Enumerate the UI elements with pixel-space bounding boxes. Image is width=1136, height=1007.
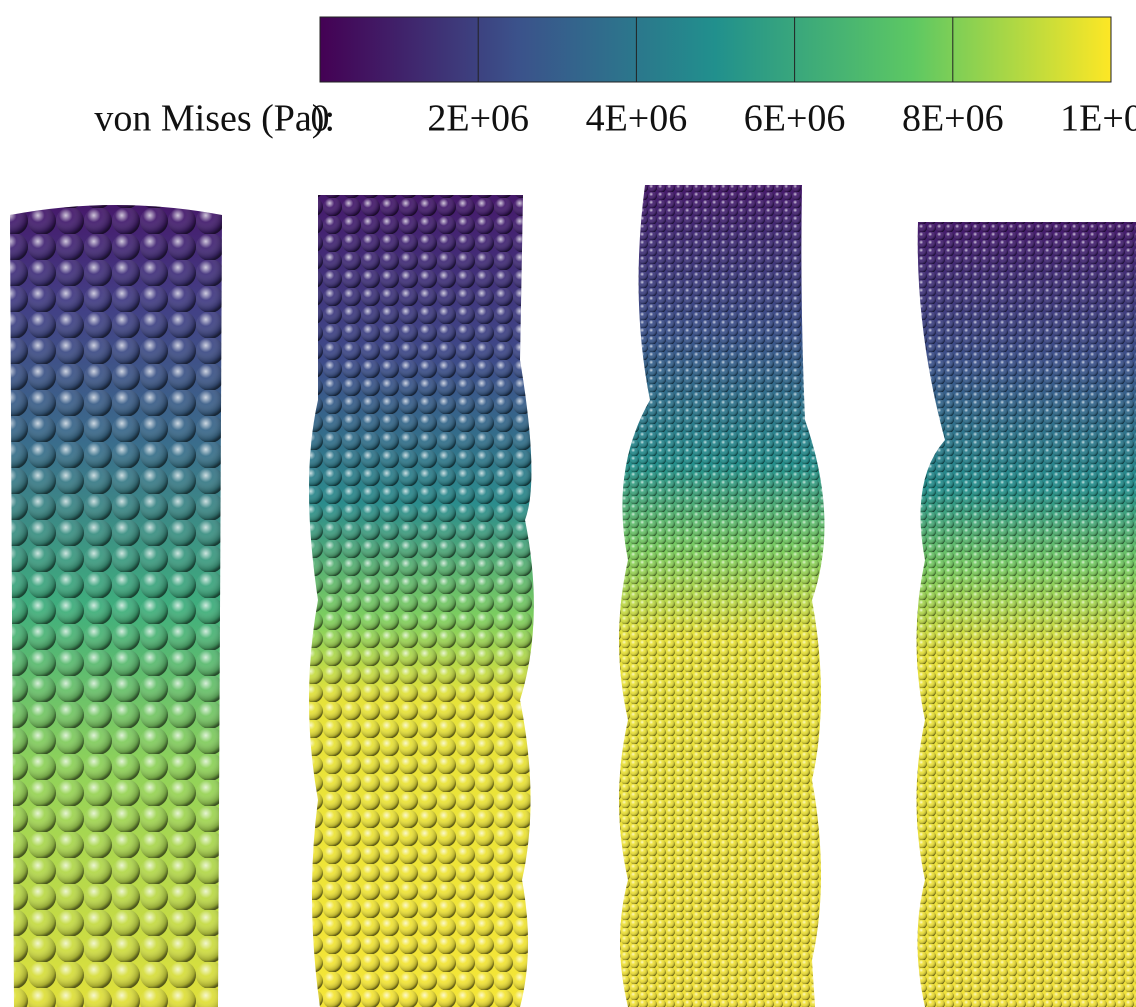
rod-3 (619, 185, 825, 1007)
rod-2 (309, 195, 534, 1007)
colorbar-tick-label: 1E+07 (1060, 98, 1136, 140)
colorbar-tick-label: 6E+06 (744, 98, 846, 140)
colorbar-tick-label: 0 (311, 98, 330, 140)
colorbar-tick-label: 4E+06 (586, 98, 688, 140)
colorbar-ticks: 0 2E+06 4E+06 6E+06 8E+06 1E+07 (311, 17, 1136, 140)
rod-1 (10, 205, 222, 1007)
rod-4 (916, 222, 1136, 1007)
colorbar-label: von Mises (Pa): (94, 98, 335, 140)
colorbar (319, 16, 1112, 83)
colorbar-tick-label: 2E+06 (427, 98, 529, 140)
colorbar-tick-label: 8E+06 (902, 98, 1004, 140)
